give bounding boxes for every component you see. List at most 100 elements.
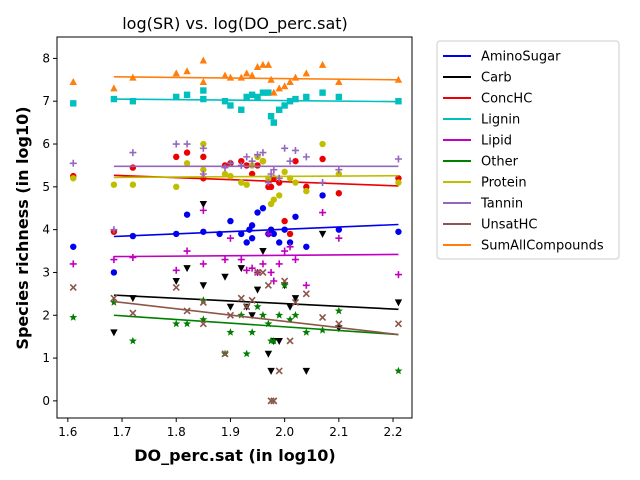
data-point — [221, 273, 229, 281]
data-point — [238, 106, 245, 113]
data-point — [199, 170, 207, 178]
data-point — [227, 217, 234, 225]
data-point — [335, 234, 343, 242]
data-point — [302, 281, 310, 289]
data-point — [302, 290, 310, 298]
data-point — [69, 260, 77, 268]
data-point — [258, 311, 267, 319]
data-point — [267, 367, 275, 375]
data-point — [302, 328, 311, 336]
fit-line — [113, 98, 399, 103]
x-axis-label: DO_perc.sat (in log10) — [134, 446, 335, 465]
data-point — [110, 181, 118, 188]
data-point — [243, 239, 250, 246]
x-tick-label: 1.6 — [58, 425, 77, 439]
data-point — [70, 243, 77, 250]
data-point — [292, 95, 299, 103]
y-tick-label: 5 — [42, 180, 50, 194]
y-tick-label: 7 — [42, 94, 50, 108]
data-point — [275, 174, 283, 182]
data-point — [70, 175, 77, 182]
data-point — [200, 95, 207, 103]
data-point — [264, 60, 273, 68]
data-point — [110, 256, 118, 264]
data-point — [264, 230, 272, 238]
legend-frame — [436, 40, 620, 260]
data-point — [319, 192, 326, 199]
fit-line — [113, 223, 399, 238]
data-point — [265, 89, 272, 96]
data-point — [238, 230, 245, 238]
data-point — [269, 336, 278, 345]
x-tick-label: 2.0 — [275, 425, 294, 439]
data-point — [303, 187, 310, 195]
data-point — [291, 298, 300, 306]
data-point — [237, 294, 245, 302]
series-carb — [110, 200, 403, 375]
y-tick-label: 6 — [42, 137, 50, 151]
data-point — [253, 286, 262, 294]
data-point — [253, 302, 262, 311]
data-point — [319, 155, 326, 163]
legend-item-sumallcompounds: SumAllCompounds — [443, 239, 604, 254]
series-tannin — [69, 140, 402, 234]
data-point — [335, 93, 343, 101]
data-point — [319, 179, 327, 187]
data-point — [173, 183, 180, 191]
data-point — [199, 77, 208, 85]
data-point — [319, 89, 326, 96]
data-point — [129, 253, 137, 261]
legend-label: AminoSugar — [481, 50, 561, 65]
data-point — [199, 298, 207, 306]
data-point — [199, 282, 208, 290]
data-point — [291, 146, 299, 154]
data-point — [242, 69, 251, 77]
y-tick-label: 8 — [42, 51, 50, 65]
data-point — [172, 278, 180, 286]
data-point — [254, 151, 262, 159]
legend-label: SumAllCompounds — [481, 239, 604, 254]
data-point — [318, 60, 327, 68]
data-point — [253, 62, 262, 70]
data-point — [259, 157, 267, 165]
data-point — [183, 67, 191, 75]
data-point — [128, 336, 137, 345]
data-point — [270, 119, 277, 126]
data-point — [335, 226, 343, 233]
data-point — [248, 157, 256, 165]
data-point — [275, 260, 283, 268]
data-point — [200, 153, 207, 161]
data-point — [173, 153, 180, 161]
y-tick-label: 4 — [42, 223, 50, 237]
data-point — [221, 350, 229, 358]
data-point — [173, 93, 180, 101]
y-tick-label: 1 — [42, 351, 50, 365]
data-point — [199, 56, 208, 64]
data-point — [237, 265, 245, 273]
data-point — [200, 228, 207, 235]
data-point — [267, 75, 275, 83]
series-lignin — [70, 87, 402, 126]
legend-label: Protein — [481, 176, 527, 191]
fit-line — [113, 314, 399, 336]
data-point — [226, 303, 235, 311]
data-point — [199, 296, 208, 304]
data-point — [183, 140, 191, 148]
x-tick-label: 1.9 — [221, 425, 240, 439]
data-point — [129, 309, 137, 317]
data-point — [183, 91, 191, 98]
fit-line — [113, 300, 399, 336]
data-point — [302, 69, 311, 77]
data-point — [270, 230, 277, 238]
data-point — [286, 303, 294, 311]
legend-item-protein: Protein — [443, 176, 527, 191]
series-aminosugar — [70, 192, 402, 276]
data-point — [281, 168, 288, 176]
data-point — [291, 311, 300, 319]
data-point — [172, 319, 181, 328]
data-point — [319, 140, 326, 148]
data-point — [242, 349, 251, 358]
data-point — [226, 234, 234, 242]
data-point — [183, 211, 191, 218]
x-tick-label: 1.8 — [167, 425, 186, 439]
